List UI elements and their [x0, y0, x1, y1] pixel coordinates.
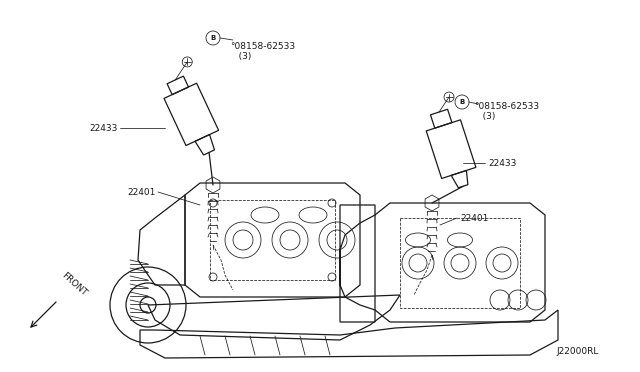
Text: 22433: 22433	[488, 158, 516, 167]
Text: 22433: 22433	[90, 124, 118, 132]
Text: 22401: 22401	[460, 214, 488, 222]
Text: B: B	[460, 99, 465, 105]
Text: B: B	[211, 35, 216, 41]
Text: 22401: 22401	[127, 187, 156, 196]
Text: °08158-62533
   (3): °08158-62533 (3)	[230, 42, 295, 61]
Text: °08158-62533
   (3): °08158-62533 (3)	[474, 102, 539, 121]
Text: FRONT: FRONT	[60, 271, 89, 298]
Text: J22000RL: J22000RL	[557, 347, 599, 356]
